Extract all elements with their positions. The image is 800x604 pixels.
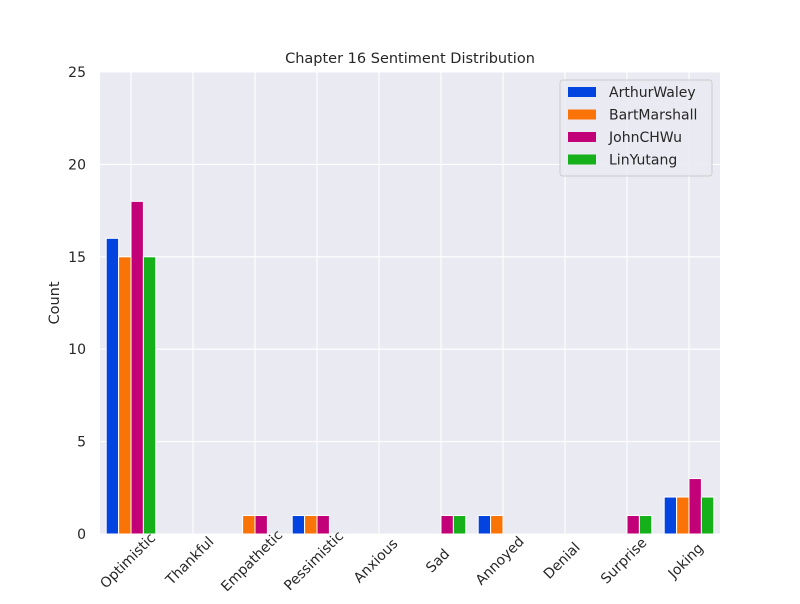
x-tick-label: Pessimistic bbox=[281, 528, 347, 594]
legend-frame bbox=[559, 79, 713, 177]
x-tick-label: Empathetic bbox=[218, 527, 286, 595]
legend-swatch-LinYutang bbox=[568, 154, 596, 165]
x-tick-label: Surprise bbox=[598, 535, 650, 587]
bar-LinYutang-Surprise bbox=[638, 515, 653, 535]
bar-ArthurWaley-Pessimistic bbox=[291, 515, 306, 535]
x-tick-label: Sad bbox=[423, 546, 453, 576]
legend: ArthurWaley BartMarshall JohnCHWu LinYutang bbox=[559, 79, 713, 177]
y-tick-label: 5 bbox=[77, 435, 86, 451]
legend-label: LinYutang bbox=[609, 153, 677, 169]
bar-BartMarshall-Optimistic bbox=[118, 256, 132, 535]
x-tick-label: Anxious bbox=[351, 536, 401, 586]
y-tick-label: 20 bbox=[68, 157, 86, 173]
y-axis-label: Count bbox=[47, 281, 63, 324]
bar-JohnCHWu-Surprise bbox=[626, 515, 640, 535]
legend-label: BartMarshall bbox=[609, 108, 697, 124]
bar-BartMarshall-Empathetic bbox=[242, 515, 256, 535]
bar-ArthurWaley-Optimistic bbox=[105, 237, 120, 535]
x-tick-label: Annoyed bbox=[473, 534, 528, 589]
legend-swatch-JohnCHWu bbox=[568, 132, 596, 142]
y-tick-label: 0 bbox=[77, 527, 86, 543]
bar-LinYutang-Sad bbox=[452, 515, 467, 535]
bars bbox=[105, 200, 715, 535]
bar-JohnCHWu-Empathetic bbox=[254, 515, 268, 535]
bar-BartMarshall-Annoyed bbox=[490, 515, 504, 535]
bar-ArthurWaley-Annoyed bbox=[477, 515, 492, 535]
x-tick-label: Denial bbox=[541, 540, 584, 583]
legend-label: ArthurWaley bbox=[609, 85, 696, 101]
legend-swatch-ArthurWaley bbox=[568, 87, 596, 97]
legend-label: JohnCHWu bbox=[608, 130, 682, 146]
bar-BartMarshall-Joking bbox=[676, 496, 690, 535]
legend-swatch-BartMarshall bbox=[568, 109, 596, 120]
bar-JohnCHWu-Pessimistic bbox=[316, 515, 330, 535]
bar-JohnCHWu-Joking bbox=[688, 478, 702, 535]
x-tick-label: Joking bbox=[665, 541, 707, 583]
bar-JohnCHWu-Sad bbox=[440, 515, 454, 535]
bar-JohnCHWu-Optimistic bbox=[130, 200, 144, 535]
y-tick-label: 15 bbox=[68, 250, 86, 266]
chart-title: Chapter 16 Sentiment Distribution bbox=[285, 51, 535, 67]
y-tick-label: 10 bbox=[68, 342, 86, 358]
y-tick-label: 25 bbox=[68, 65, 86, 81]
bar-LinYutang-Joking bbox=[700, 496, 715, 535]
bar-BartMarshall-Pessimistic bbox=[304, 515, 318, 535]
x-tick-label: Optimistic bbox=[97, 530, 159, 592]
y-axis-ticks: 0 5 10 15 20 25 bbox=[68, 65, 86, 543]
grid bbox=[100, 71, 720, 535]
x-tick-label: Thankful bbox=[162, 534, 217, 589]
bar-ArthurWaley-Joking bbox=[663, 496, 678, 535]
bar-LinYutang-Optimistic bbox=[142, 256, 157, 535]
